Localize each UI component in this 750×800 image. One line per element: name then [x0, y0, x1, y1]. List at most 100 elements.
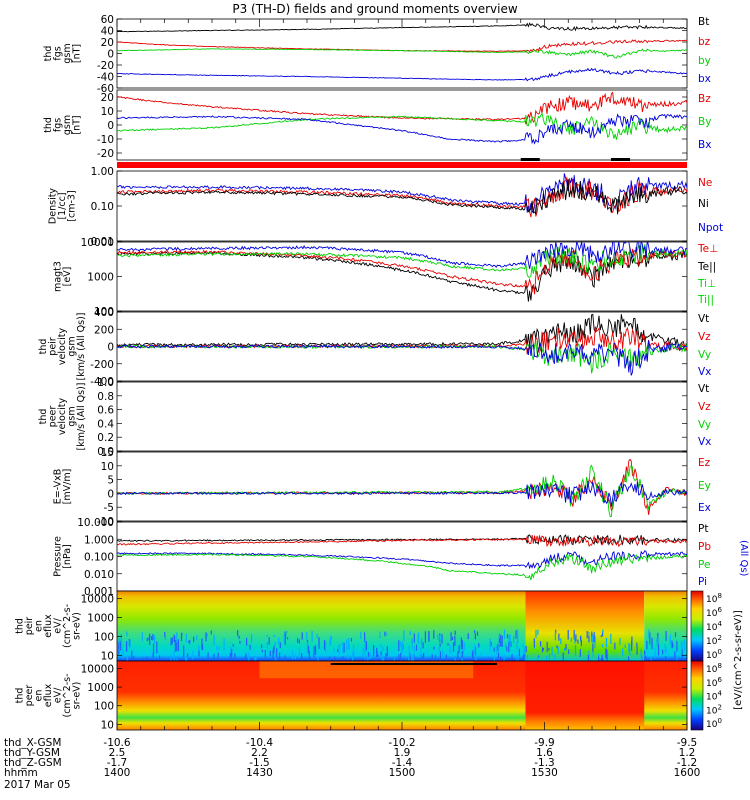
spectrogram-pixel	[619, 638, 621, 646]
spectrogram-pixel	[577, 639, 579, 644]
mode-bar-mark	[611, 158, 630, 161]
spectrogram-pixel	[364, 648, 366, 660]
spectrogram-pixel	[603, 658, 605, 662]
colorbar-1	[690, 590, 704, 662]
spectrogram-pixel	[640, 648, 642, 653]
spectrogram-pixel	[500, 634, 502, 646]
panel-frame	[116, 521, 688, 592]
spectrogram-pixel	[522, 644, 524, 647]
spectrogram-pixel	[665, 647, 667, 654]
spectrogram-pixel	[562, 652, 564, 662]
spectrogram-pixel	[393, 658, 395, 662]
y-tick-label: -40	[97, 72, 114, 84]
spectrogram-pixel	[622, 648, 624, 656]
spectrogram-pixel	[588, 635, 590, 643]
series-line-Ni	[117, 179, 687, 215]
spectrogram-pixel	[600, 635, 602, 638]
legend-label: Te⊥	[697, 243, 718, 255]
colorbar-tick-label: 102	[706, 703, 722, 716]
spectrogram-pixel	[556, 645, 558, 649]
y-tick-label: 10	[101, 106, 114, 118]
spectrogram-pixel	[525, 645, 527, 653]
spectrogram-pixel	[245, 653, 247, 662]
spectrogram-pixel	[560, 638, 562, 645]
spectrogram-pixel	[337, 648, 339, 653]
spectrogram-pixel	[185, 633, 187, 643]
spectrogram-pixel	[348, 644, 350, 650]
y-axis-label-line: en	[34, 690, 45, 702]
colorbar-tick-base: 10	[706, 665, 718, 675]
y-tick-label: 1.00	[91, 166, 114, 178]
series-line-Ti⊥	[117, 244, 687, 278]
spectrogram-pixel	[229, 653, 231, 664]
colorbar-tick-base: 10	[706, 637, 718, 647]
y-tick-label: 0.010	[84, 569, 114, 581]
x-row-label: hhmm	[4, 767, 38, 779]
panel-frame	[116, 170, 688, 242]
spectrogram-pixel	[526, 655, 529, 664]
spectrogram-pixel	[574, 645, 577, 656]
y-axis-label-line: gsm	[67, 406, 78, 426]
spectrogram-pixel	[540, 641, 542, 647]
spectrogram-pixel	[451, 636, 454, 640]
y-axis-label-line: thd	[15, 618, 26, 634]
spectrogram-pixel	[434, 654, 437, 666]
spectrogram-pixel	[505, 643, 507, 649]
colorbar-tick-exp: 0	[717, 648, 721, 656]
legend-label: Ex	[698, 502, 711, 514]
x-tick-label: 1430	[246, 767, 273, 779]
y-tick-label: 100	[94, 631, 114, 643]
spectrogram-pixel	[380, 651, 382, 656]
spectrogram-pixel	[497, 652, 500, 661]
x-axis-block: thd_X-GSM -10.6 -10.4 -10.2 -9.9 -9.5 thd_Y-GS…	[4, 19, 700, 791]
spectrogram-pixel	[311, 630, 313, 642]
spectrogram-pixel	[674, 651, 676, 663]
y-axis-label-line: fgs	[52, 118, 63, 132]
spectrogram-pixel	[118, 641, 120, 649]
y-tick-label: 0	[107, 488, 114, 500]
spectrogram-peer-en-eflux	[117, 661, 687, 730]
y-axis-label-line: peir	[48, 337, 59, 356]
spectrogram-pixel	[672, 642, 674, 648]
panel-pressure: 10.000 1.000 0.100 0.010 0.001 Pressure[nPa] P…	[52, 517, 749, 598]
spectrogram-pixel	[264, 650, 266, 658]
spectrogram-pixel	[323, 640, 326, 650]
x-tick-label: 1500	[389, 767, 416, 779]
y-tick-label: 60	[101, 14, 114, 26]
colorbar-tick-base: 10	[706, 693, 718, 703]
spectrogram-pixel	[143, 657, 145, 661]
spectrogram-pixel	[590, 634, 593, 641]
y-tick-label: 1000	[87, 612, 114, 624]
spectrogram-band	[525, 661, 645, 730]
spectrogram-pixel	[333, 648, 335, 652]
spectrogram-pixel	[516, 629, 518, 635]
spectrogram-pixel	[557, 646, 559, 654]
spectrogram-pixel	[187, 653, 189, 657]
spectrogram-pixel	[654, 648, 656, 659]
x-tick-label: 1.2	[679, 747, 696, 759]
y-axis-label-line: [nT]	[71, 44, 82, 63]
spectrogram-pixel	[474, 630, 476, 634]
x-tick-label: -9.9	[534, 737, 555, 749]
spectrogram-pixel	[636, 642, 638, 648]
spectrogram-pixel	[205, 632, 207, 642]
series-line-Vt	[117, 313, 687, 348]
spectrogram-pixel	[411, 638, 413, 644]
panel-temperature: 10000 1000 100 magt3[eV] Te⊥ Te|| Ti⊥ Ti||	[52, 237, 718, 318]
panel-group: 6040200-20-40-60thdfgsgsm[nT]Btbzbybx201…	[15, 14, 750, 731]
series-line-Pe	[117, 552, 687, 581]
spectrogram-pixel	[533, 646, 535, 649]
spectrogram-pixel	[380, 644, 382, 648]
spectrogram-pixel	[515, 630, 517, 639]
x-tick-label: 1530	[531, 767, 558, 779]
series-line-Ti||	[117, 242, 687, 269]
spectrogram-band	[259, 661, 474, 679]
spectrogram-pixel	[671, 640, 673, 649]
spectrogram-pixel	[301, 653, 303, 663]
y-axis-label-line: [nT]	[71, 115, 82, 134]
spectrogram-pixel	[548, 648, 550, 651]
spectrogram-pixel	[373, 645, 375, 656]
y-tick-label: 0.8	[97, 391, 114, 403]
spectrogram-pixel	[261, 649, 263, 653]
series-line-Npot	[117, 173, 687, 214]
